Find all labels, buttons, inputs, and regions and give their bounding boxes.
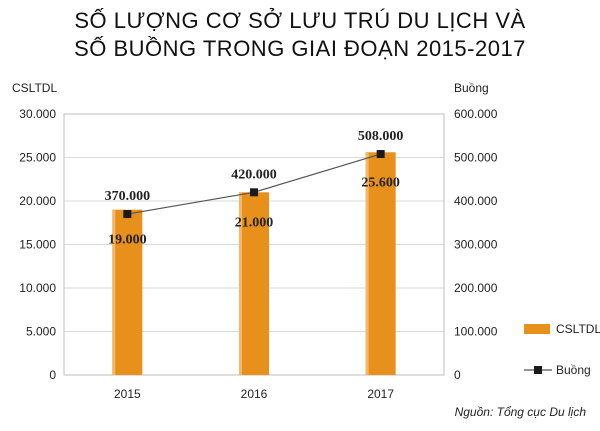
legend-label-csltdl: CSLTDL <box>556 322 600 336</box>
y-left-tick-label: 25.000 <box>19 151 56 165</box>
y-right-tick-label: 400.000 <box>454 194 498 208</box>
y-right-tick-label: 100.000 <box>454 325 498 339</box>
bar-data-label: 19.000 <box>108 233 147 248</box>
y-left-tick-label: 20.000 <box>19 194 56 208</box>
y-right-tick-label: 600.000 <box>454 107 498 121</box>
line-data-label: 370.000 <box>105 189 151 204</box>
bar <box>365 152 396 375</box>
bar-data-label: 25.600 <box>361 175 400 190</box>
line-marker <box>376 150 385 159</box>
y-right-tick-label: 500.000 <box>454 151 498 165</box>
y-left-axis-title: CSLTDL <box>12 81 57 95</box>
source-note: Nguồn: Tổng cục Du lịch <box>454 405 586 419</box>
bar-data-label: 21.000 <box>235 215 274 230</box>
y-right-tick-label: 300.000 <box>454 238 498 252</box>
y-right-tick-label: 0 <box>454 368 461 382</box>
x-tick-label: 2015 <box>114 387 141 401</box>
y-left-tick-label: 5.000 <box>26 325 56 339</box>
bar <box>239 192 269 375</box>
legend-label-buong: Buồng <box>556 363 591 377</box>
legend-marker-buong <box>534 366 542 374</box>
x-tick-label: 2017 <box>367 387 394 401</box>
bar-highlight <box>239 192 242 375</box>
y-left-tick-label: 10.000 <box>19 281 56 295</box>
line-marker <box>123 210 132 219</box>
y-left-tick-label: 15.000 <box>19 238 56 252</box>
y-left-tick-label: 0 <box>49 368 56 382</box>
line-marker <box>250 188 258 197</box>
line-data-label: 420.000 <box>231 167 277 182</box>
line-data-label: 508.000 <box>358 129 404 144</box>
legend-swatch-csltdl <box>524 324 550 334</box>
x-tick-label: 2016 <box>241 387 268 401</box>
chart-title-line-2: SỐ BUỒNG TRONG GIAI ĐOẠN 2015-2017 <box>74 36 526 61</box>
y-right-tick-label: 200.000 <box>454 281 498 295</box>
bar-highlight <box>112 209 116 375</box>
y-left-tick-label: 30.000 <box>19 107 56 121</box>
chart-title-line-1: SỐ LƯỢNG CƠ SỞ LƯU TRÚ DU LỊCH VÀ <box>74 8 526 33</box>
bar <box>112 209 143 375</box>
bar-highlight <box>365 152 369 375</box>
y-right-axis-title: Buồng <box>454 81 489 95</box>
